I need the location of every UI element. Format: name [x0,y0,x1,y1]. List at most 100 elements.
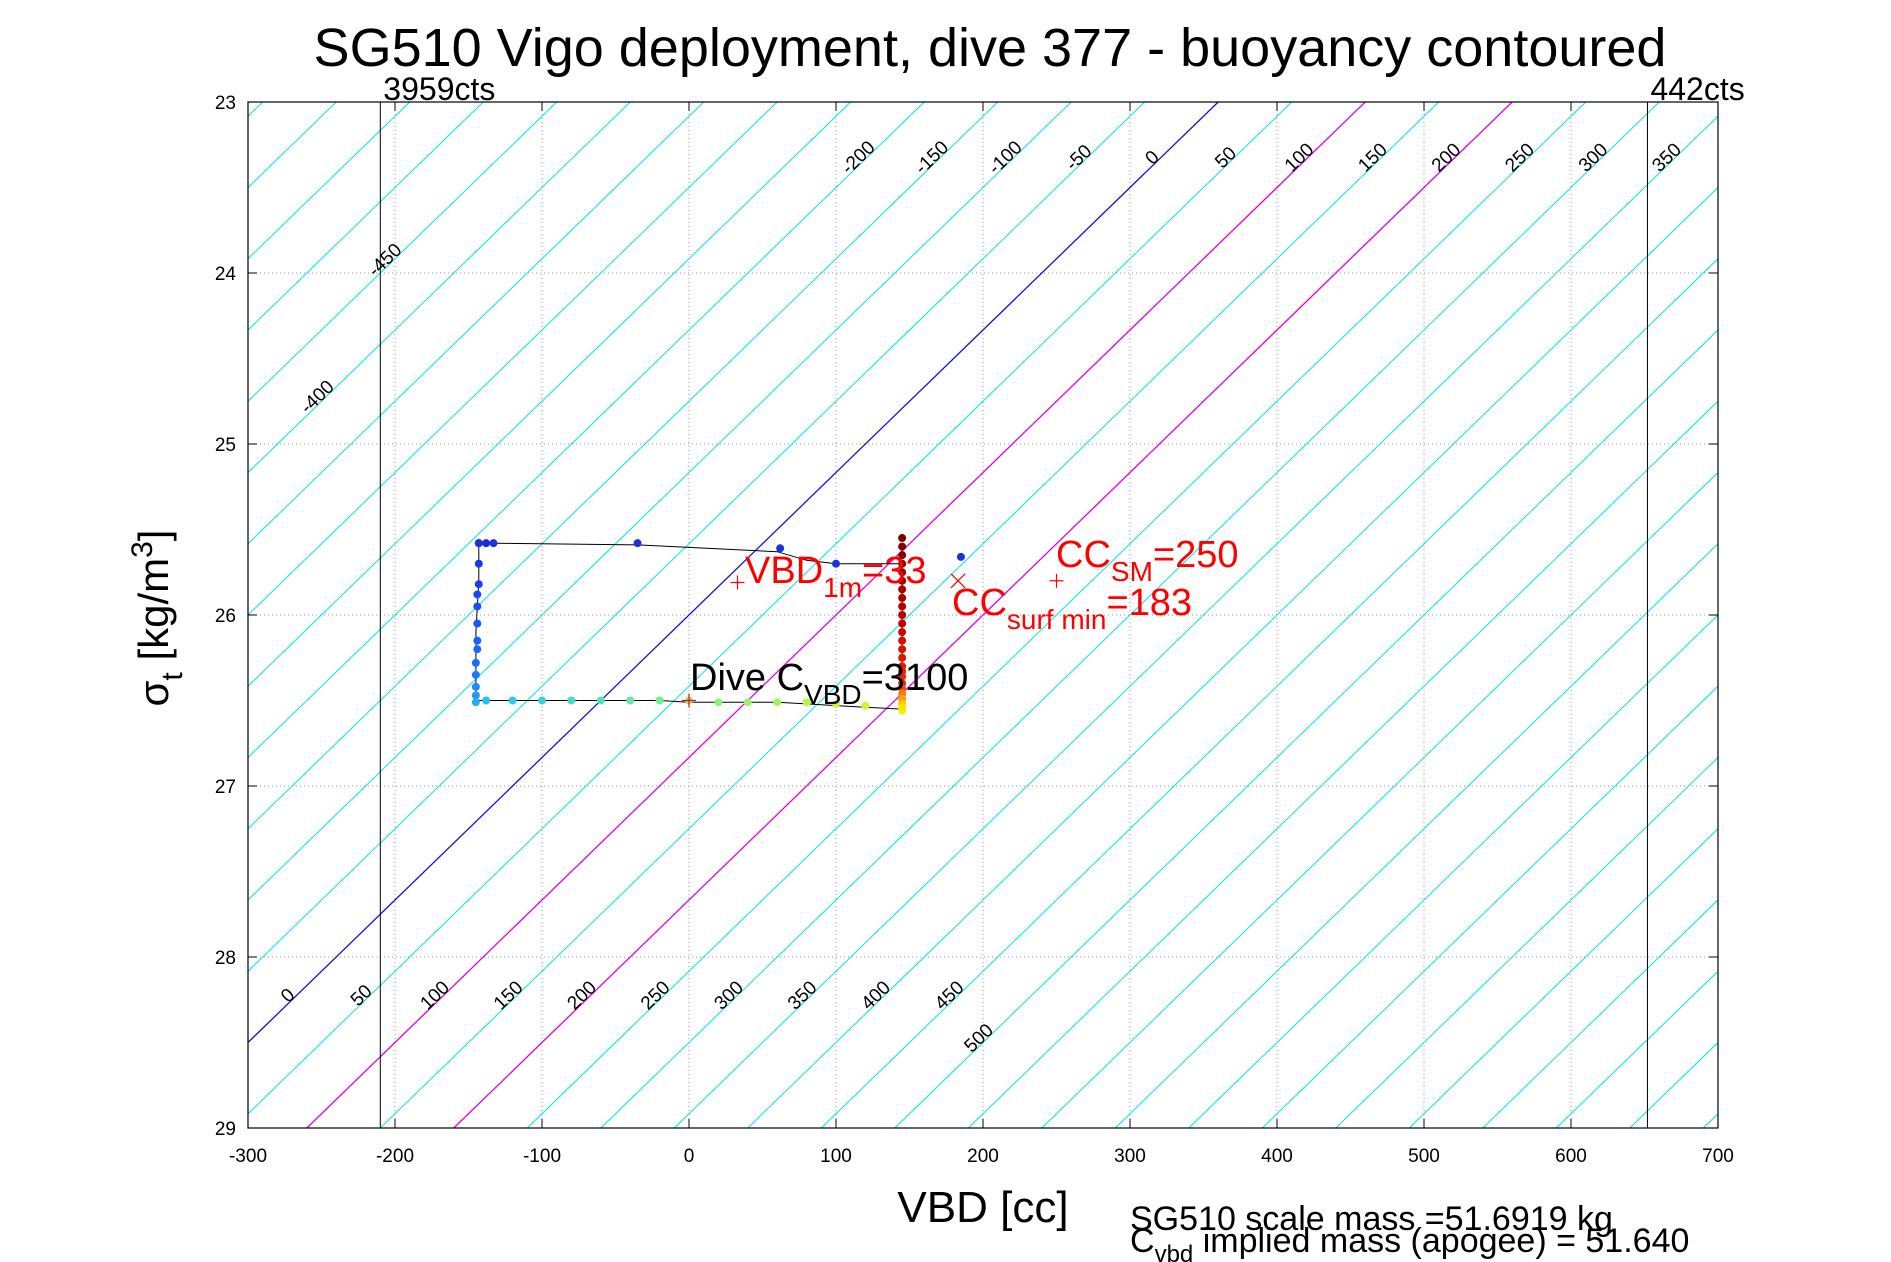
ascent-point [898,619,907,628]
chart-title: SG510 Vigo deployment, dive 377 - buoyan… [314,18,1667,78]
y-label-close: ] [130,530,177,542]
y-axis-label: σt [kg/m3] [126,530,189,707]
descent-point [832,699,840,708]
x-tick-label: 200 [967,1146,999,1167]
contour-line [248,102,1219,1044]
contour-line [600,102,1660,1128]
y-tick-label: 26 [215,606,236,627]
x-tick-label: -300 [229,1146,267,1167]
x-tick-label: 300 [1114,1146,1146,1167]
x-axis-label: VBD [cc] [897,1183,1068,1232]
y-tick-label: 23 [215,93,236,114]
axis-ticks: -300 -200 -100 0 100 200 300 400 500 600 700 23 24 25… [215,93,1734,1167]
contour-line [248,102,999,830]
annotation-ccsm: CCSM=250 [1056,534,1238,587]
descent-point [482,696,491,705]
contour-line [379,102,1440,1128]
y-label-main: [kg/m [130,558,177,672]
ascent-point [898,645,907,654]
ascent-point [898,636,907,645]
descent-point [508,696,517,705]
contour-line [306,102,1366,1128]
descent-point [473,602,482,611]
ascent-point [898,672,907,681]
descent-point [471,691,480,700]
x-tick-label: -200 [376,1146,414,1167]
y-tick-label: 28 [215,948,236,969]
contour-line [1041,471,1718,1128]
x-tick-label: 0 [684,1146,695,1167]
ascent-point [898,602,907,611]
contour-line [1335,756,1718,1128]
descent-point [482,539,491,548]
descent-point [861,701,870,710]
footer-scale-mass: SG510 scale mass =51.6919 kg [1130,1200,1613,1238]
y-tick-label: 24 [215,264,237,285]
descent-point [714,698,723,707]
ascent-point [489,539,498,548]
contour-line [248,102,1072,901]
contour-line [248,102,705,545]
y-tick-label: 25 [215,435,236,456]
ascent-point [898,703,907,712]
ascent-point [633,539,642,548]
markers [682,573,1064,708]
contour-line [673,115,1718,1128]
ascent-point [898,534,907,543]
contour-line [248,102,925,759]
descent-point [471,670,480,679]
descent-point [538,696,546,705]
x-tick-label: 500 [1408,1146,1440,1167]
contour-line [1188,614,1718,1128]
contour-line [967,400,1718,1128]
contour-line [248,102,631,474]
x-tick-label: 600 [1555,1146,1587,1167]
footer-implied-mass: Cvbd implied mass (apogee) = 51.640 [1130,1222,1689,1262]
descent-point [471,698,480,707]
buoyancy-contours [248,102,1718,1128]
contour-line [248,102,1293,1115]
annotation-ccsurf: CCsurf min=183 [952,582,1192,635]
ascent-point [898,568,907,577]
limit-line-label: 3959cts [383,71,495,107]
descent-point [474,559,483,568]
ascent-point [898,542,907,551]
contour-line [248,102,778,616]
annotation-vbd1m: VBD1m=33 [745,550,927,603]
x-marker-b [950,573,966,589]
y-label-sym: σ [130,680,177,706]
descent-point [474,580,483,589]
y-label-sup: 3 [126,541,159,558]
x-tick-label: 400 [1261,1146,1293,1167]
ascent-point [898,653,907,662]
annotation-dive-cvbd: Dive CVBD=3100 [690,657,968,710]
ascent-point [956,552,965,561]
descent-point [471,682,480,691]
contour-line [1261,685,1718,1128]
contour-line [526,102,1587,1128]
ascent-point [898,628,907,637]
contour-line [747,186,1718,1128]
x-tick-label: 100 [820,1146,852,1167]
descent-point [802,698,811,707]
ascent-point [898,611,907,619]
descent-point [473,645,482,654]
descent-point [473,590,482,599]
limit-line-label: 442cts [1650,71,1744,107]
contour-line [248,102,1146,972]
contour-line [1482,899,1718,1128]
y-tick-label: 29 [215,1119,236,1140]
x-tick-label: -100 [523,1146,561,1167]
descent-point [471,658,480,667]
descent-point [473,636,482,645]
contour-line [1408,828,1718,1128]
x-tick-label: 700 [1702,1146,1734,1167]
vbd-limit-lines: 3959cts 442cts [379,71,1745,1128]
contour-line [894,329,1718,1128]
y-tick-label: 27 [215,777,236,798]
descent-point [773,698,782,707]
descent-point [743,698,752,707]
ascent-point [832,559,840,568]
descent-point [655,696,664,705]
